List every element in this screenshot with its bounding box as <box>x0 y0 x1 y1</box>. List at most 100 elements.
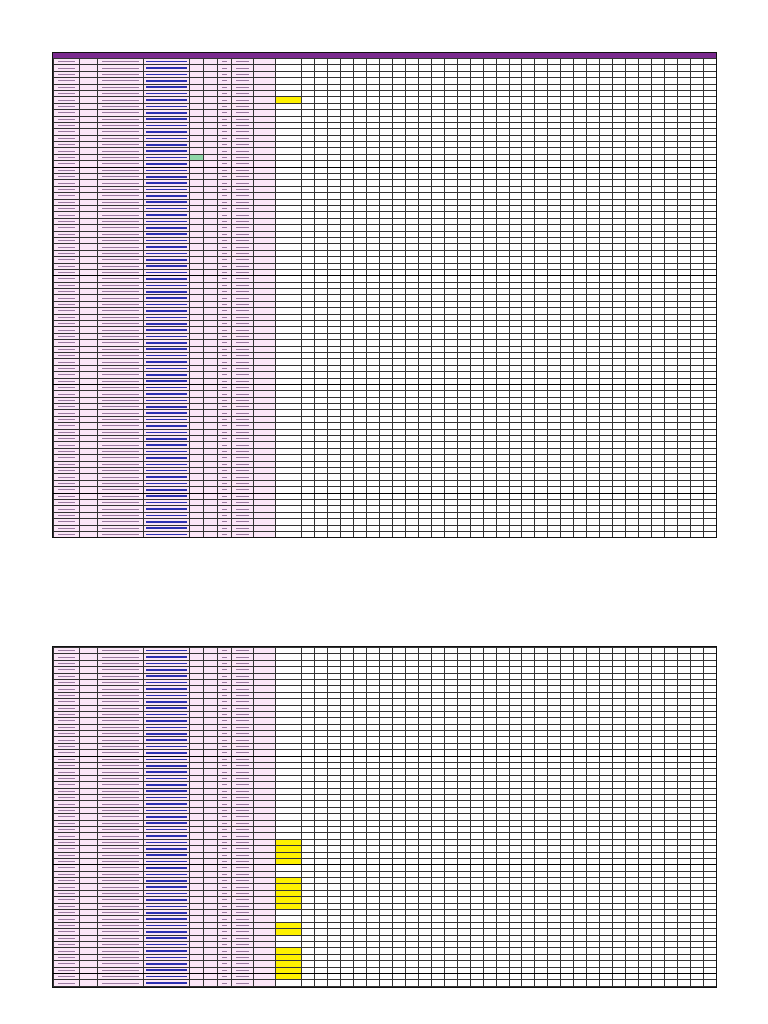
hyperlink[interactable] <box>146 124 187 127</box>
hyperlink[interactable] <box>146 669 187 671</box>
hyperlink[interactable] <box>146 380 187 383</box>
hyperlink[interactable] <box>146 227 187 229</box>
hyperlink[interactable] <box>146 431 187 434</box>
hyperlink[interactable] <box>146 393 187 395</box>
hyperlink[interactable] <box>146 508 187 510</box>
hyperlink[interactable] <box>146 701 187 703</box>
hyperlink[interactable] <box>146 713 187 716</box>
hyperlink[interactable] <box>146 399 187 402</box>
hyperlink[interactable] <box>146 469 187 472</box>
hyperlink[interactable] <box>146 521 187 523</box>
hyperlink[interactable] <box>146 316 187 319</box>
hyperlink[interactable] <box>146 284 187 287</box>
hyperlink[interactable] <box>146 201 187 204</box>
cell-text <box>102 272 139 274</box>
cell-text <box>102 675 139 677</box>
hyperlink[interactable] <box>146 329 187 331</box>
hyperlink[interactable] <box>146 342 187 344</box>
hyperlink[interactable] <box>146 310 187 312</box>
hyperlink[interactable] <box>146 367 187 370</box>
cell-text <box>222 521 227 523</box>
hyperlink[interactable] <box>146 112 187 114</box>
hyperlink[interactable] <box>146 233 187 236</box>
hyperlink[interactable] <box>146 732 187 735</box>
hyperlink[interactable] <box>146 694 187 697</box>
hyperlink[interactable] <box>146 92 187 95</box>
hyperlink[interactable] <box>146 752 187 754</box>
hyperlink[interactable] <box>146 688 187 690</box>
hyperlink[interactable] <box>146 156 187 159</box>
hyperlink[interactable] <box>146 514 187 517</box>
hyperlink[interactable] <box>146 720 187 722</box>
hyperlink[interactable] <box>146 707 187 709</box>
hyperlink[interactable] <box>146 495 187 498</box>
hyperlink[interactable] <box>146 656 187 658</box>
hyperlink[interactable] <box>146 322 187 325</box>
hyperlink[interactable] <box>146 246 187 248</box>
hyperlink[interactable] <box>146 425 187 427</box>
hyperlink[interactable] <box>146 739 187 741</box>
hyperlink[interactable] <box>146 207 187 210</box>
hyperlink[interactable] <box>146 437 187 440</box>
hyperlink[interactable] <box>146 259 187 261</box>
table-row <box>53 441 716 449</box>
hyperlink[interactable] <box>146 662 187 665</box>
hyperlink[interactable] <box>146 99 187 101</box>
hyperlink[interactable] <box>146 290 187 293</box>
hyperlink[interactable] <box>146 143 187 146</box>
hyperlink[interactable] <box>146 86 187 89</box>
hyperlink[interactable] <box>146 758 187 761</box>
cell-text <box>58 246 75 248</box>
hyperlink[interactable] <box>146 489 187 491</box>
cell-text <box>236 367 249 369</box>
hyperlink[interactable] <box>146 73 187 76</box>
hyperlink[interactable] <box>146 239 187 242</box>
hyperlink[interactable] <box>146 533 187 536</box>
hyperlink[interactable] <box>146 354 187 357</box>
hyperlink[interactable] <box>146 118 187 120</box>
hyperlink[interactable] <box>146 163 187 165</box>
hyperlink[interactable] <box>146 348 187 351</box>
hyperlink[interactable] <box>146 265 187 267</box>
hyperlink[interactable] <box>146 175 187 178</box>
hyperlink[interactable] <box>146 457 187 459</box>
hyperlink[interactable] <box>146 105 187 108</box>
hyperlink[interactable] <box>146 252 187 255</box>
hyperlink[interactable] <box>146 463 187 466</box>
hyperlink[interactable] <box>146 649 187 652</box>
hyperlink[interactable] <box>146 450 187 453</box>
hyperlink[interactable] <box>146 297 187 299</box>
hyperlink[interactable] <box>146 80 187 82</box>
hyperlink[interactable] <box>146 418 187 421</box>
hyperlink[interactable] <box>146 745 187 748</box>
hyperlink[interactable] <box>146 476 187 478</box>
hyperlink[interactable] <box>146 482 187 485</box>
hyperlink[interactable] <box>146 726 187 729</box>
hyperlink[interactable] <box>146 675 187 678</box>
hyperlink[interactable] <box>146 278 187 280</box>
hyperlink[interactable] <box>146 67 187 69</box>
hyperlink[interactable] <box>146 361 187 363</box>
hyperlink[interactable] <box>146 220 187 223</box>
hyperlink[interactable] <box>146 412 187 414</box>
cell-text <box>222 682 227 684</box>
hyperlink[interactable] <box>146 335 187 338</box>
hyperlink[interactable] <box>146 131 187 133</box>
hyperlink[interactable] <box>146 214 187 216</box>
hyperlink[interactable] <box>146 150 187 152</box>
hyperlink[interactable] <box>146 303 187 306</box>
hyperlink[interactable] <box>146 386 187 389</box>
hyperlink[interactable] <box>146 188 187 191</box>
hyperlink[interactable] <box>146 182 187 184</box>
hyperlink[interactable] <box>146 527 187 529</box>
hyperlink[interactable] <box>146 60 187 63</box>
hyperlink[interactable] <box>146 374 187 376</box>
hyperlink[interactable] <box>146 681 187 684</box>
hyperlink[interactable] <box>146 501 187 504</box>
hyperlink[interactable] <box>146 137 187 140</box>
hyperlink[interactable] <box>146 169 187 172</box>
hyperlink[interactable] <box>146 195 187 197</box>
hyperlink[interactable] <box>146 444 187 446</box>
hyperlink[interactable] <box>146 271 187 274</box>
hyperlink[interactable] <box>146 405 187 408</box>
